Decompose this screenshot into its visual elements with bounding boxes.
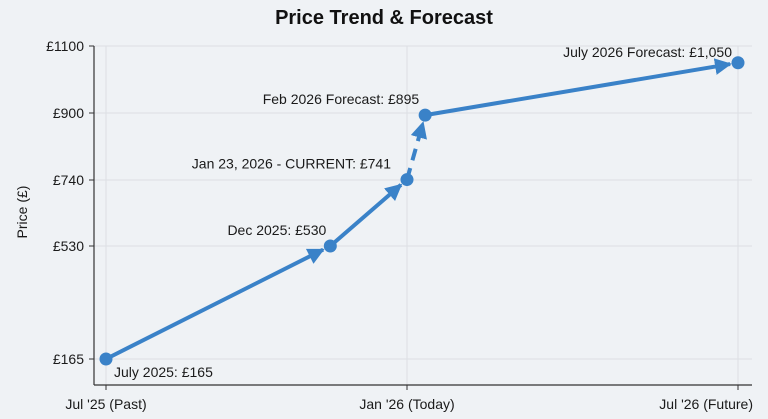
x-tick-label: Jul '26 (Future) (659, 396, 753, 412)
y-tick-label: £530 (53, 238, 84, 254)
x-tick-label: Jul '25 (Past) (65, 396, 146, 412)
series-segment (405, 121, 427, 181)
data-label: Dec 2025: £530 (227, 222, 326, 238)
data-point (99, 352, 113, 366)
data-point (400, 173, 414, 187)
data-label: Feb 2026 Forecast: £895 (263, 91, 420, 107)
data-point (731, 56, 745, 70)
data-point (323, 239, 337, 253)
data-label: July 2026 Forecast: £1,050 (563, 44, 732, 60)
data-label: July 2025: £165 (114, 364, 213, 380)
x-tick-label: Jan '26 (Today) (359, 396, 454, 412)
data-label: Jan 23, 2026 - CURRENT: £741 (192, 156, 391, 172)
chart-title: Price Trend & Forecast (275, 7, 493, 29)
y-axis-label: Price (£) (14, 186, 30, 239)
series-segment (424, 58, 732, 118)
y-tick-label: £740 (53, 172, 84, 188)
y-tick-label: £1100 (46, 38, 84, 54)
y-tick-label: £900 (53, 105, 84, 121)
y-tick-label: £165 (53, 351, 84, 367)
data-point (418, 108, 432, 122)
series-segment (105, 247, 325, 361)
series-segment (328, 183, 403, 248)
